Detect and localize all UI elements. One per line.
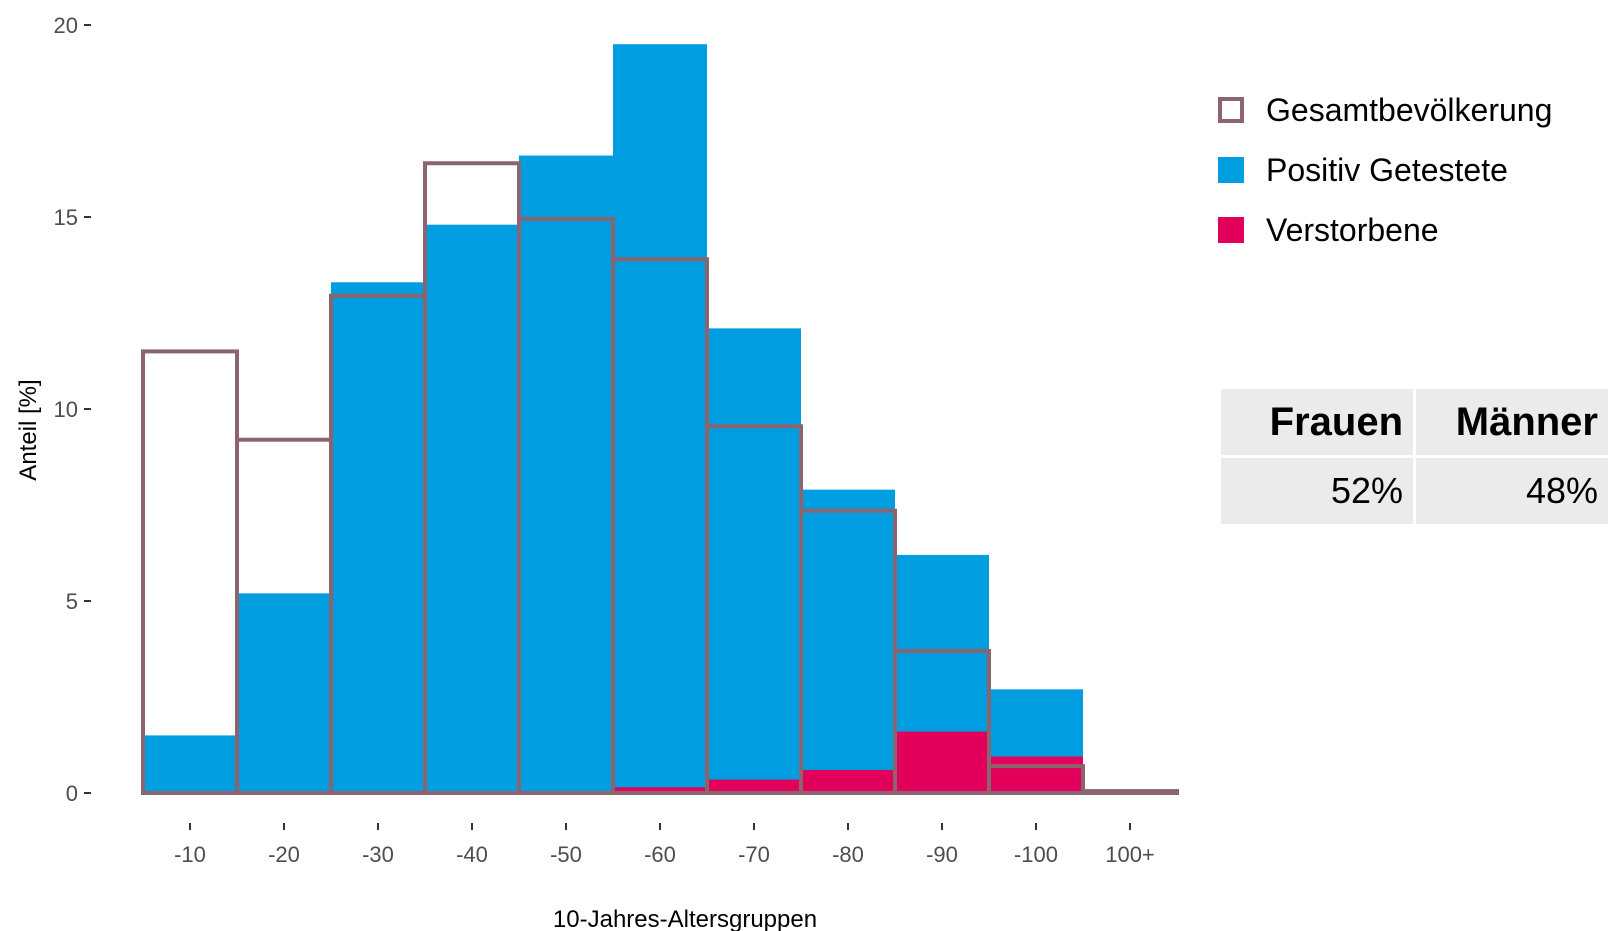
x-tick-label: -100	[1014, 842, 1058, 867]
verstorbene-bar-90	[895, 731, 989, 793]
x-tick-label: -60	[644, 842, 676, 867]
y-axis-title: Anteil [%]	[15, 379, 42, 480]
y-tick-label: 10	[54, 397, 78, 422]
positiv-getestete-bar-30	[331, 282, 425, 793]
sex-ratio-table: Frauen Männer 52% 48%	[1218, 386, 1611, 527]
positiv-getestete-bar-40	[425, 224, 519, 793]
positiv-getestete-bar-20	[237, 593, 331, 793]
verstorbene-bar-70	[707, 779, 801, 793]
verstorbene-bar-80	[801, 769, 895, 793]
legend-label-deceased: Verstorbene	[1266, 211, 1439, 248]
gesamtbev-lkerung-bar-100	[987, 764, 1085, 795]
value-maenner: 48%	[1416, 458, 1608, 524]
positiv-getestete-bar-80	[801, 489, 895, 793]
y-tick-label: 0	[66, 781, 78, 806]
x-tick-label: -10	[174, 842, 206, 867]
y-tick-label: 20	[54, 13, 78, 38]
legend-key-deceased	[1218, 217, 1244, 243]
x-tick-label: -50	[550, 842, 582, 867]
gesamtbev-lkerung-bar-90	[893, 648, 991, 795]
y-tick-label: 15	[54, 205, 78, 230]
gesamtbev-lkerung-bar-10	[141, 349, 239, 795]
legend-item-positive: Positiv Getestete	[1218, 140, 1552, 200]
x-tick-label: -30	[362, 842, 394, 867]
verstorbene-bar-60	[613, 787, 707, 793]
legend-label-positive: Positiv Getestete	[1266, 151, 1508, 188]
x-tick-label: -90	[926, 842, 958, 867]
x-tick-label: -40	[456, 842, 488, 867]
legend-item-population: Gesamtbevölkerung	[1218, 80, 1552, 140]
legend-item-deceased: Verstorbene	[1218, 200, 1552, 260]
legend-key-population	[1218, 97, 1244, 123]
positiv-getestete-bar-70	[707, 328, 801, 793]
population-outline-bars	[141, 161, 1179, 796]
deceased-bars	[613, 731, 1083, 793]
positiv-getestete-bar-10	[143, 735, 237, 793]
y-axis: 0 5 10 15 20	[54, 13, 91, 806]
x-tick-label: -70	[738, 842, 770, 867]
x-tick-label: -80	[832, 842, 864, 867]
positiv-getestete-bar-50	[519, 155, 613, 793]
legend-label-population: Gesamtbevölkerung	[1266, 91, 1553, 128]
y-tick-label: 5	[66, 589, 78, 614]
legend-key-positive	[1218, 157, 1244, 183]
positiv-getestete-bar-60	[613, 44, 707, 793]
positive-bars	[143, 44, 1083, 793]
verstorbene-bar-100	[989, 756, 1083, 793]
header-maenner: Männer	[1416, 389, 1608, 455]
x-tick-label: 100+	[1105, 842, 1155, 867]
x-axis-title: 10-Jahres-Altersgruppen	[553, 906, 817, 931]
legend: Gesamtbevölkerung Positiv Getestete Vers…	[1218, 80, 1552, 260]
value-frauen: 52%	[1221, 458, 1413, 524]
gesamtbev-lkerung-bar-100	[1081, 789, 1179, 796]
x-tick-label: -20	[268, 842, 300, 867]
header-frauen: Frauen	[1221, 389, 1413, 455]
x-axis: -10 -20 -30 -40 -50 -60 -70 -80 -90 -100 100+	[174, 823, 1155, 867]
